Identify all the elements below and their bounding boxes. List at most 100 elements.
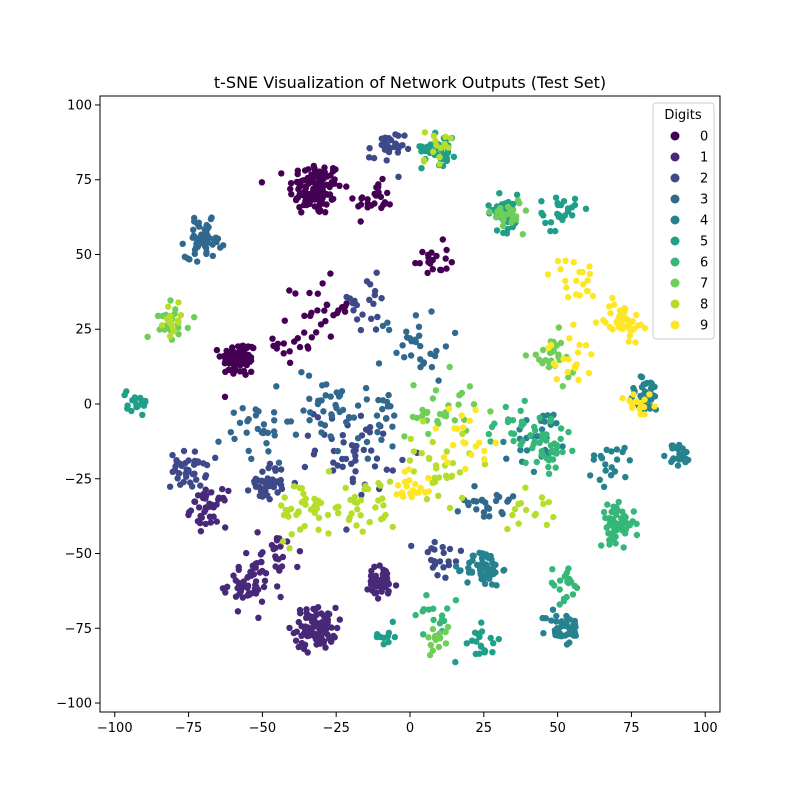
scatter-point	[393, 141, 400, 148]
scatter-point	[294, 167, 301, 174]
scatter-point	[554, 257, 562, 265]
scatter-point	[214, 235, 222, 242]
scatter-point	[534, 433, 541, 440]
scatter-point	[586, 270, 594, 278]
scatter-point	[353, 522, 360, 529]
scatter-point	[394, 149, 402, 156]
scatter-point	[596, 476, 603, 483]
scatter-point	[368, 315, 375, 322]
scatter-point	[298, 209, 305, 216]
scatter-point	[613, 446, 621, 453]
scatter-point	[445, 561, 453, 569]
scatter-point	[676, 441, 683, 449]
scatter-point	[382, 511, 389, 519]
scatter-point	[641, 324, 649, 332]
y-tick-label: 25	[75, 323, 92, 338]
scatter-point	[318, 429, 325, 436]
scatter-point	[354, 506, 361, 513]
scatter-point	[441, 412, 448, 419]
scatter-point	[280, 350, 287, 357]
scatter-point	[488, 423, 496, 431]
scatter-point	[385, 326, 393, 334]
scatter-point	[374, 428, 381, 436]
scatter-point	[370, 154, 378, 162]
scatter-point	[401, 132, 408, 139]
scatter-point	[310, 451, 318, 458]
scatter-point	[487, 438, 494, 445]
scatter-point	[380, 502, 387, 509]
scatter-point	[395, 173, 402, 180]
scatter-point	[257, 558, 265, 566]
scatter-point	[336, 616, 343, 623]
scatter-point	[521, 397, 528, 405]
scatter-point	[661, 452, 668, 460]
y-tick-label: 100	[67, 98, 92, 113]
scatter-point	[627, 520, 634, 527]
scatter-point	[532, 351, 539, 358]
scatter-point	[406, 457, 414, 464]
scatter-point	[286, 545, 293, 552]
scatter-point	[235, 563, 242, 571]
scatter-point	[490, 640, 497, 647]
scatter-point	[428, 308, 435, 315]
scatter-point	[178, 462, 185, 470]
scatter-point	[569, 212, 576, 219]
scatter-point	[463, 640, 470, 647]
scatter-point	[272, 555, 280, 562]
scatter-point	[357, 512, 364, 519]
scatter-point	[468, 451, 475, 458]
scatter-point	[260, 421, 268, 428]
scatter-point	[392, 131, 399, 138]
scatter-point	[350, 307, 357, 314]
scatter-point	[245, 351, 252, 359]
scatter-point	[392, 582, 400, 589]
scatter-point	[350, 414, 358, 421]
scatter-point	[385, 588, 392, 595]
scatter-point	[341, 308, 349, 315]
scatter-point	[574, 349, 582, 356]
scatter-point	[331, 180, 338, 187]
scatter-point	[195, 458, 202, 465]
scatter-point	[425, 454, 433, 462]
scatter-point	[384, 141, 391, 149]
scatter-point	[371, 576, 378, 583]
scatter-point	[263, 477, 270, 485]
scatter-point	[227, 429, 234, 436]
scatter-point	[315, 514, 323, 521]
scatter-point	[489, 565, 496, 572]
scatter-point	[358, 491, 365, 499]
scatter-point	[569, 447, 576, 454]
scatter-point	[215, 496, 222, 503]
scatter-point	[292, 431, 300, 438]
scatter-point	[132, 396, 139, 404]
scatter-point	[416, 260, 423, 267]
scatter-point	[279, 538, 287, 545]
scatter-point	[674, 455, 682, 462]
scatter-point	[630, 508, 637, 515]
scatter-point	[553, 618, 560, 625]
scatter-point	[538, 198, 545, 205]
scatter-point	[205, 223, 212, 231]
scatter-point	[435, 492, 442, 499]
scatter-point	[478, 619, 485, 626]
scatter-point	[321, 613, 328, 621]
scatter-point	[565, 294, 572, 301]
scatter-point	[495, 635, 502, 643]
scatter-point	[544, 271, 552, 278]
scatter-point	[378, 295, 385, 302]
scatter-point	[334, 624, 341, 632]
scatter-point	[259, 567, 266, 575]
scatter-point	[612, 540, 619, 547]
scatter-point	[617, 520, 625, 527]
scatter-point	[306, 395, 313, 402]
scatter-point	[265, 448, 272, 455]
scatter-point	[648, 396, 655, 403]
scatter-point	[471, 483, 478, 490]
scatter-point	[448, 473, 455, 480]
scatter-point	[451, 329, 459, 337]
scatter-point	[602, 467, 609, 474]
scatter-point	[384, 579, 392, 586]
scatter-point	[642, 380, 649, 388]
scatter-point	[449, 459, 457, 467]
scatter-point	[121, 391, 128, 399]
